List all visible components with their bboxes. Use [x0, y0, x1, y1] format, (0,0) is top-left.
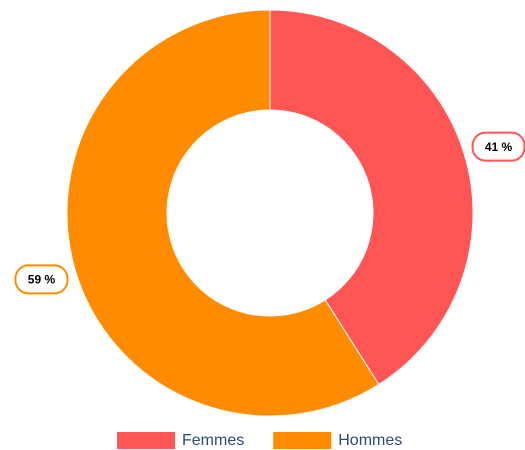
donut-slice: [269, 9, 474, 386]
value-label-box: [14, 264, 69, 295]
legend-label: Femmes: [182, 432, 244, 449]
donut-slice: [66, 9, 380, 417]
legend-label: Hommes: [338, 432, 402, 449]
value-label: 59 %: [28, 273, 56, 287]
legend-swatch: [273, 432, 332, 449]
value-label: 41 %: [485, 140, 513, 154]
legend-swatch: [117, 432, 175, 449]
